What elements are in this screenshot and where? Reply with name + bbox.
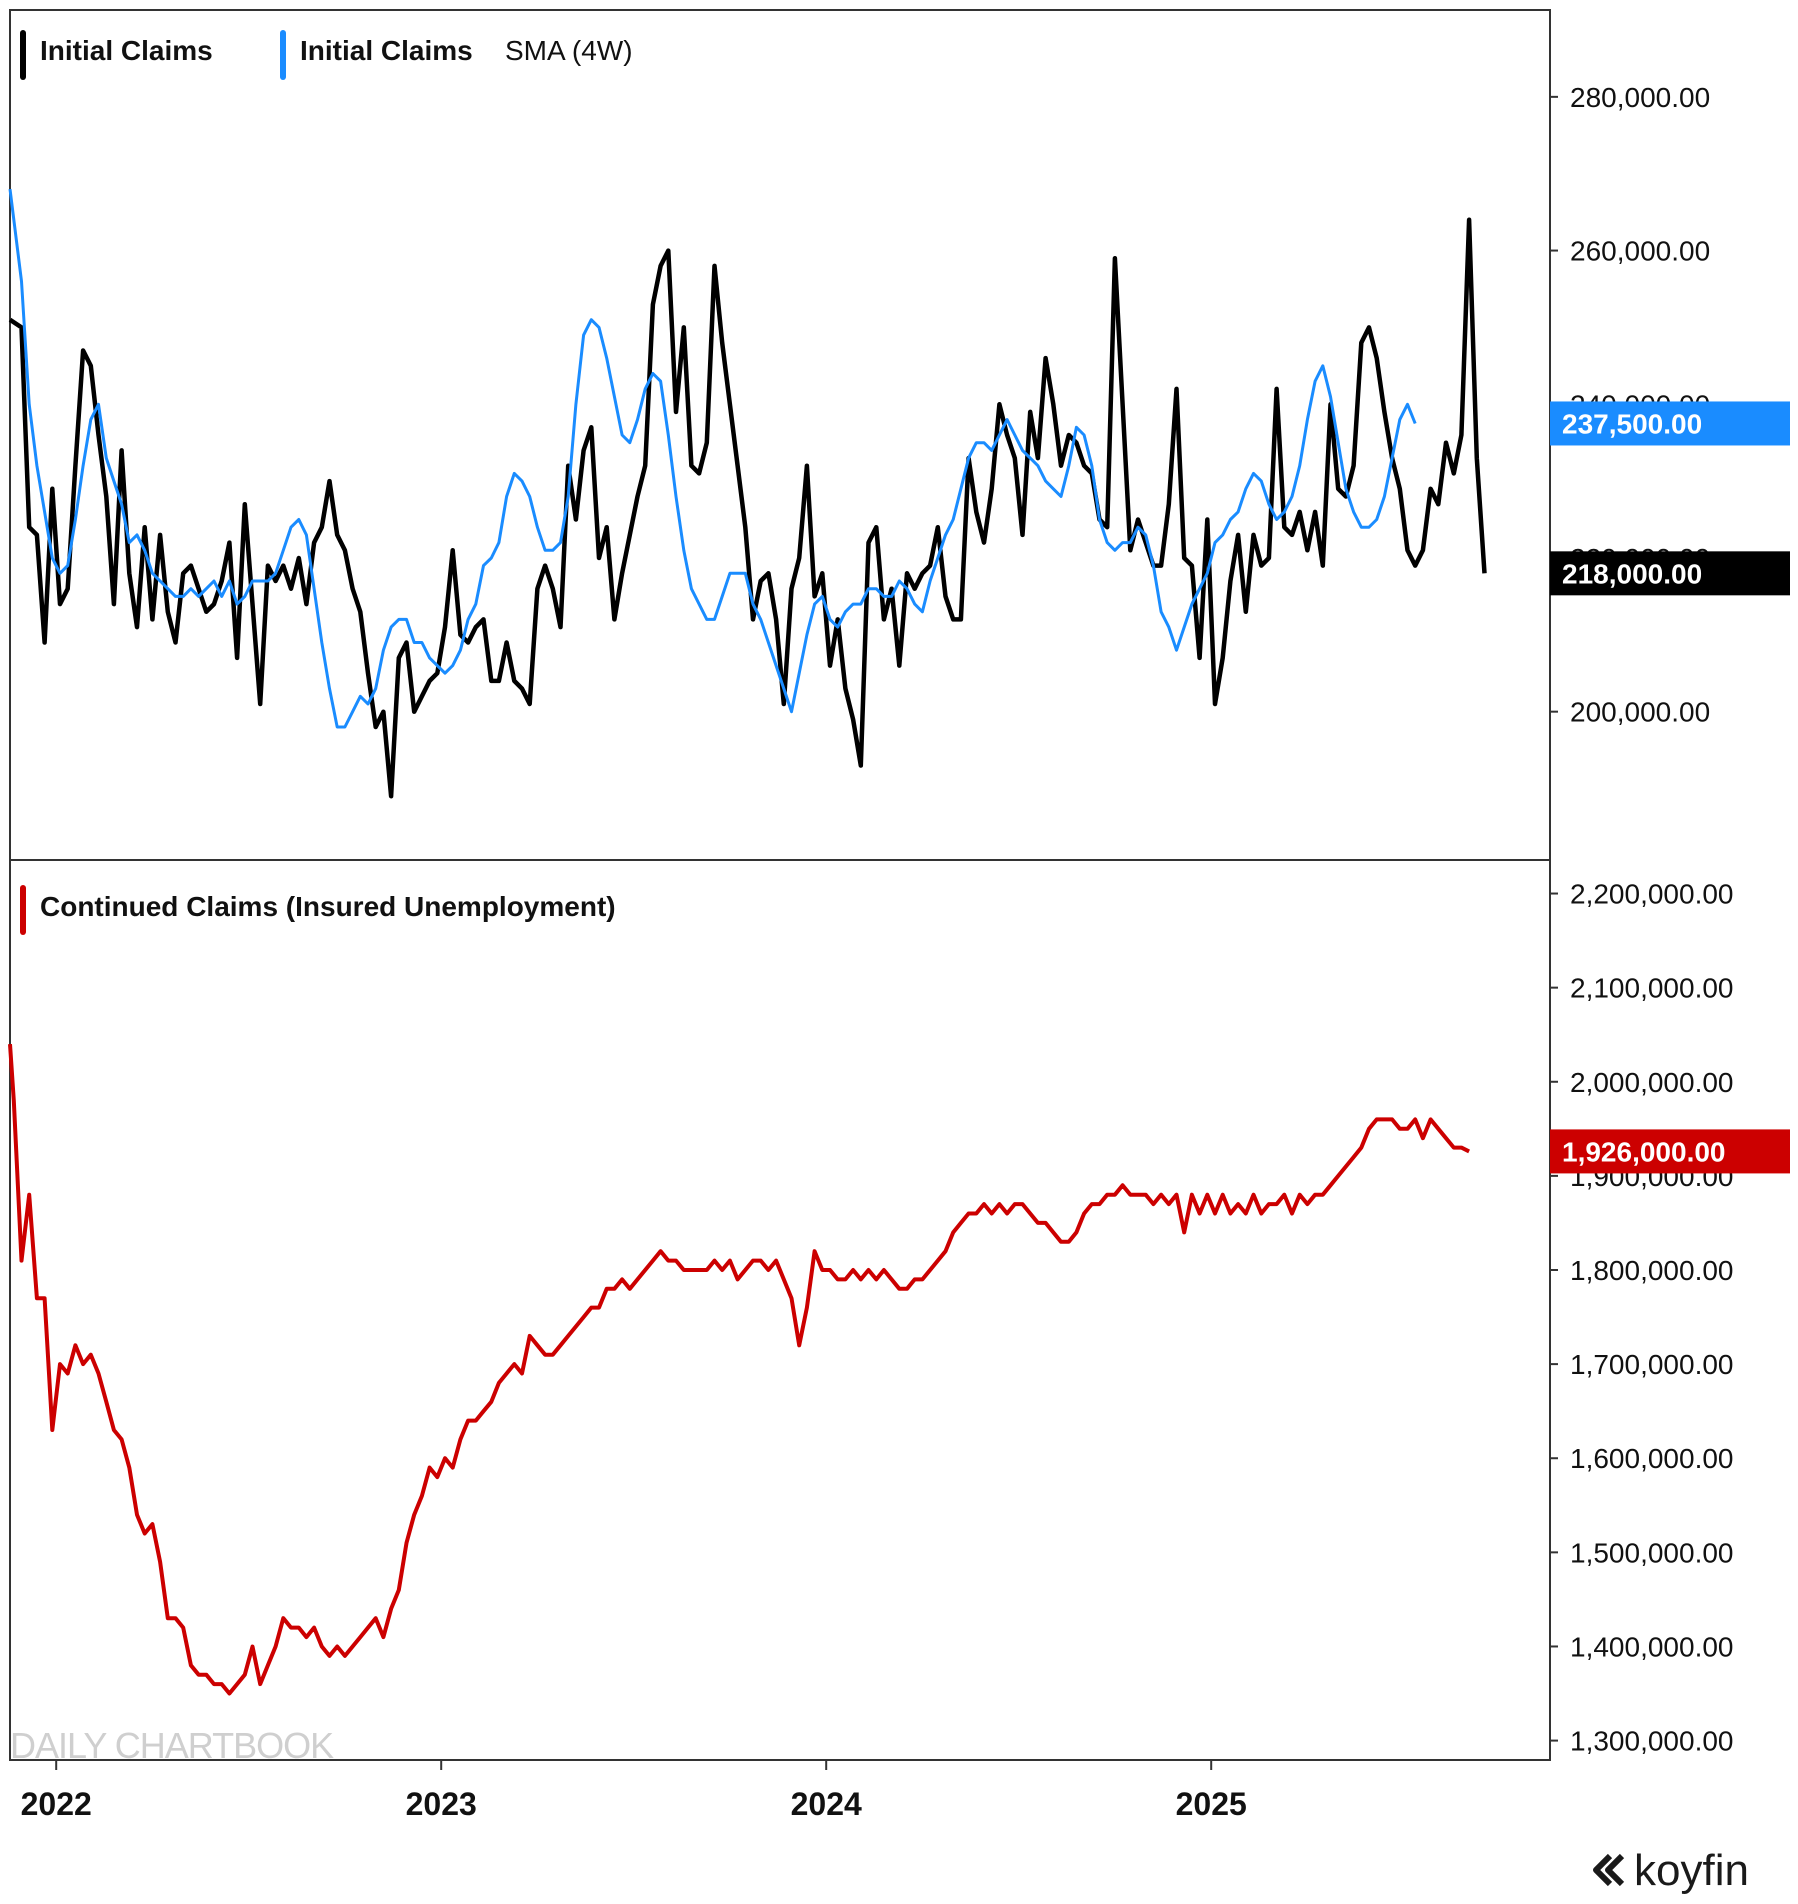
- continued-claims-line: [8, 1043, 1470, 1696]
- bottom-y-tick-label: 1,300,000.00: [1570, 1726, 1734, 1757]
- initial-last-value-badge: [1550, 551, 1790, 596]
- top-series-group: [8, 188, 1487, 799]
- continued-last-value-badge-label: 1,926,000.00: [1562, 1136, 1726, 1167]
- bottom-y-tick-label: 1,700,000.00: [1570, 1349, 1734, 1380]
- x-tick-label: 2022: [21, 1786, 92, 1822]
- top-panel-frame: [9, 9, 1551, 861]
- sma-last-value-badge-label: 237,500.00: [1562, 408, 1702, 439]
- bottom-panel-frame: [9, 859, 1551, 1761]
- top-y-tick-label: 260,000.00: [1570, 236, 1710, 267]
- watermark: DAILY CHARTBOOK: [10, 1725, 334, 1766]
- brand: koyfin: [1593, 1846, 1749, 1895]
- bottom-y-tick-label: 1,500,000.00: [1570, 1537, 1734, 1568]
- initial-last-value-badge-label: 218,000.00: [1562, 558, 1702, 589]
- brand-name: koyfin: [1634, 1846, 1749, 1895]
- legend-sma-label: Initial Claims: [300, 35, 473, 66]
- x-axis: 2022 2023 2024 2025: [21, 1760, 1247, 1822]
- x-tick-label: 2024: [791, 1786, 862, 1822]
- legend-initial-label: Initial Claims: [40, 35, 213, 66]
- top-legend: Initial Claims Initial Claims SMA (4W): [20, 30, 633, 80]
- bottom-y-tick-label: 2,000,000.00: [1570, 1067, 1734, 1098]
- bottom-y-tick-label: 1,600,000.00: [1570, 1443, 1734, 1474]
- legend-continued-swatch: [20, 885, 26, 935]
- initial-claims-line: [8, 217, 1487, 799]
- top-y-tick-label: 280,000.00: [1570, 82, 1710, 113]
- bottom-y-axis: 2,200,000.002,100,000.002,000,000.001,90…: [1550, 879, 1734, 1757]
- sma-line: [8, 188, 1417, 729]
- value-badges: 237,500.00 218,000.00 1,926,000.00: [1550, 401, 1790, 1174]
- legend-sma-swatch: [280, 30, 286, 80]
- bottom-y-tick-label: 1,800,000.00: [1570, 1255, 1734, 1286]
- koyfin-logo-icon: [1593, 1853, 1625, 1887]
- bottom-y-tick-label: 2,100,000.00: [1570, 973, 1734, 1004]
- continued-last-value-badge: [1550, 1129, 1790, 1174]
- x-tick-label: 2023: [406, 1786, 477, 1822]
- legend-initial-swatch: [20, 30, 26, 80]
- legend-continued-label: Continued Claims (Insured Unemployment): [40, 891, 616, 922]
- bottom-y-tick-label: 1,400,000.00: [1570, 1631, 1734, 1662]
- bottom-legend: Continued Claims (Insured Unemployment): [20, 885, 616, 935]
- top-y-tick-label: 200,000.00: [1570, 697, 1710, 728]
- legend-sma-sublabel: SMA (4W): [505, 35, 633, 66]
- bottom-y-tick-label: 2,200,000.00: [1570, 879, 1734, 910]
- bottom-series-group: [8, 1043, 1470, 1696]
- sma-last-value-badge: [1550, 401, 1790, 446]
- x-tick-label: 2025: [1176, 1786, 1247, 1822]
